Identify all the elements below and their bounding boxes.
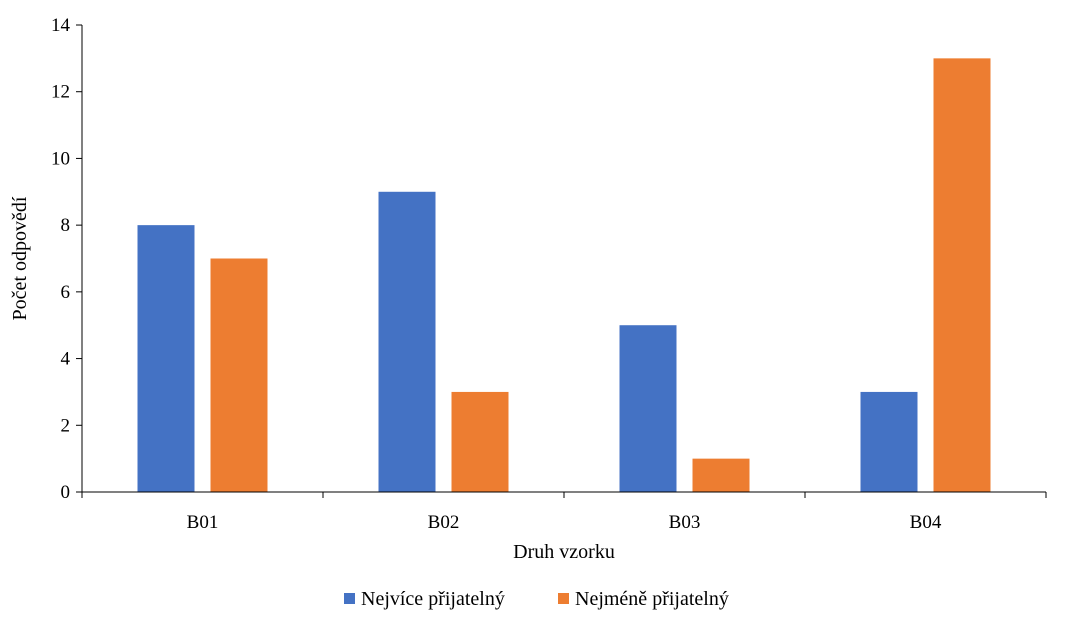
bar-b01-series-1	[137, 225, 195, 492]
legend-swatch-series-1	[344, 593, 355, 604]
legend-swatch-series-2	[558, 593, 569, 604]
y-tick-label: 8	[61, 215, 71, 236]
y-tick-label: 14	[51, 15, 71, 36]
bar-b03-series-2	[692, 458, 750, 492]
x-category-label: B04	[910, 512, 942, 533]
legend-label-series-2: Nejméně přijatelný	[575, 588, 729, 610]
x-category-label: B03	[669, 512, 701, 533]
y-axis-title: Počet odpovědí	[9, 196, 31, 320]
y-ticks: 0 2 4 6 8 10 12 14	[51, 15, 82, 503]
legend-label-series-1: Nejvíce přijatelný	[361, 588, 505, 610]
bar-b01-series-2	[210, 258, 268, 492]
y-tick-label: 6	[61, 282, 71, 303]
y-tick-label: 10	[51, 148, 70, 169]
bar-b02-series-1	[378, 191, 436, 493]
bar-b04-series-1	[860, 391, 918, 492]
x-axis-title: Druh vzorku	[513, 541, 615, 563]
bar-b03-series-1	[619, 325, 677, 492]
y-tick-label: 0	[61, 482, 71, 503]
x-ticks: B01 B02 B03 B04	[81, 492, 1047, 533]
y-tick-label: 12	[51, 82, 70, 103]
x-category-label: B01	[187, 512, 219, 533]
y-tick-label: 2	[61, 415, 71, 436]
x-category-label: B02	[428, 512, 460, 533]
legend: Nejvíce přijatelný Nejméně přijatelný	[344, 588, 729, 610]
bars-layer	[137, 58, 991, 493]
bar-b04-series-2	[933, 58, 991, 492]
bar-b02-series-2	[451, 391, 509, 492]
y-tick-label: 4	[61, 349, 71, 370]
